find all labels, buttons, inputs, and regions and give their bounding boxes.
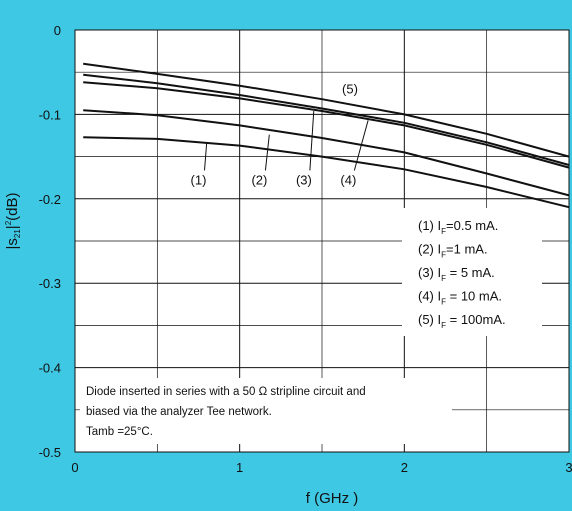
y-tick-label: -0.5	[39, 445, 61, 460]
legend-box	[402, 208, 542, 336]
annotation-line-3: Tamb =25°C.	[86, 426, 153, 438]
y-axis-title: |s21|2(dB)	[4, 192, 22, 249]
x-axis-title: f (GHz )	[306, 490, 359, 507]
curve-label-pointer-1	[204, 142, 208, 171]
y-tick-label: -0.1	[39, 107, 61, 122]
legend-entry-4: (4) IF = 10 mA.	[418, 289, 502, 307]
series-line-3	[83, 81, 570, 169]
series-line-2	[83, 109, 570, 197]
annotation-box	[80, 378, 452, 444]
curve-label-pointer-4	[353, 120, 369, 171]
annotation: Diode inserted in series with a 50 Ω str…	[80, 378, 452, 444]
curve-label-5: (5)	[342, 81, 358, 96]
curve-label-3: (3)	[296, 172, 312, 187]
tick-labels: 0 1 2 3 0 -0.1 -0.2 -0.3 -0.4 -0.5	[39, 23, 572, 475]
curve-label-4: (4)	[340, 172, 356, 187]
legend: (1) IF=0.5 mA. (2) IF=1 mA. (3) IF = 5 mA.…	[402, 208, 542, 336]
series-group	[83, 62, 570, 209]
x-tick-label: 1	[236, 460, 243, 475]
curve-label-pointer-2	[264, 134, 270, 171]
y-tick-label: -0.3	[39, 276, 61, 291]
curve-labels: (1) (2) (3) (4) (5)	[191, 81, 358, 187]
curve-label-pointer-3	[309, 110, 315, 171]
x-tick-label: 0	[71, 460, 78, 475]
legend-entry-3: (3) IF = 5 mA.	[418, 265, 495, 283]
x-tick-label: 3	[565, 460, 572, 475]
legend-entry-2: (2) IF=1 mA.	[418, 242, 488, 260]
curve-label-2: (2)	[251, 172, 267, 187]
annotation-line-2: biased via the analyzer Tee network.	[86, 406, 272, 418]
legend-entry-5: (5) IF = 100mA.	[418, 312, 506, 330]
y-tick-label: -0.2	[39, 192, 61, 207]
y-tick-label: 0	[54, 23, 61, 38]
series-line-4	[83, 73, 570, 166]
curve-label-pointers	[204, 110, 369, 171]
curve-label-1: (1)	[191, 172, 207, 187]
series-line-5	[83, 62, 570, 158]
x-tick-label: 2	[401, 460, 408, 475]
series-line-1	[83, 136, 570, 209]
annotation-line-1: Diode inserted in series with a 50 Ω str…	[86, 386, 366, 398]
y-tick-label: -0.4	[39, 361, 61, 376]
legend-entry-1: (1) IF=0.5 mA.	[418, 218, 498, 236]
